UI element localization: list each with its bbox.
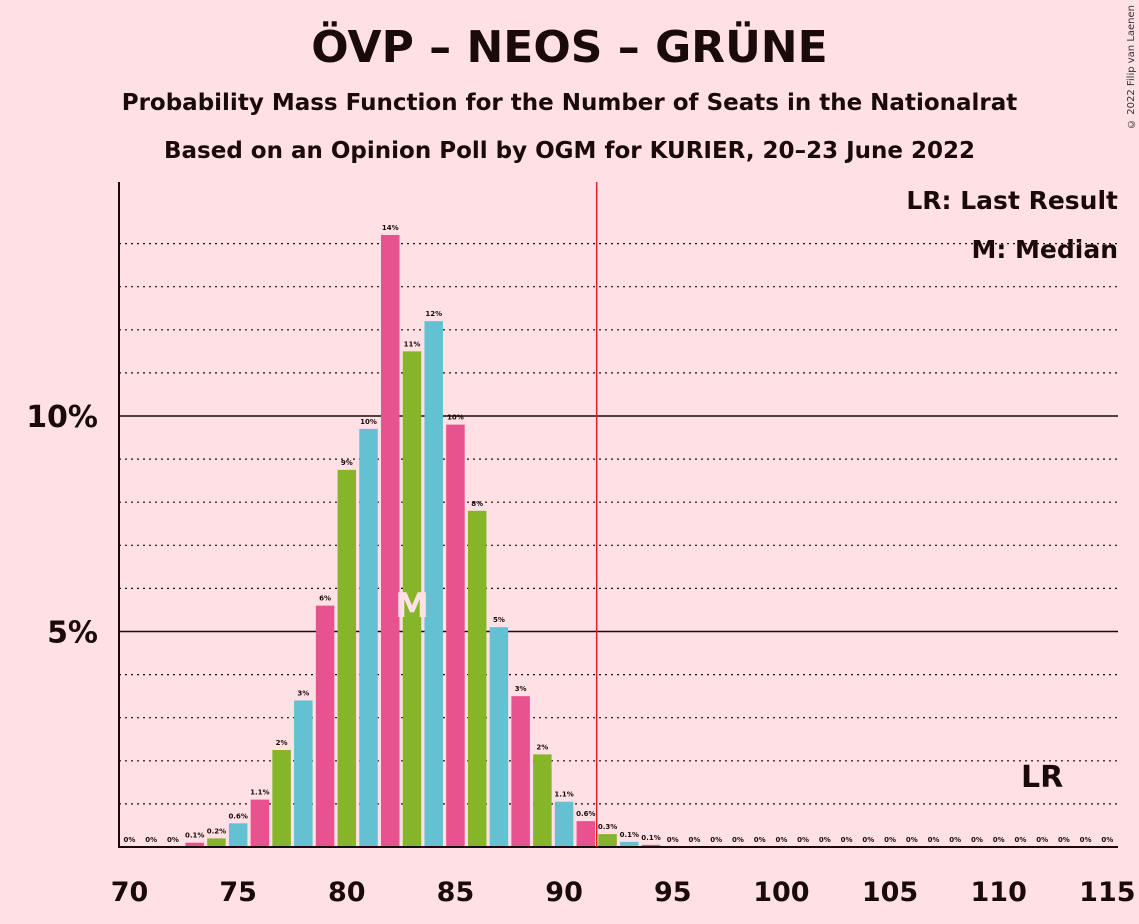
bar-label-93: 0.1% [620,831,639,839]
x-tick-label: 75 [219,877,257,908]
bar-label-95: 0% [667,836,679,844]
x-tick-label: 90 [545,877,583,908]
bar-74 [207,838,226,847]
bar-label-75: 0.6% [228,812,247,820]
bar-label-100: 0% [775,836,787,844]
median-marker: M [395,586,429,626]
gridlines [119,243,1118,805]
bar-label-113: 0% [1058,836,1070,844]
bar-label-79: 6% [319,595,331,603]
bar-label-70: 0% [124,836,136,844]
bar-label-92: 0.3% [598,823,617,831]
y-tick-label: 10% [26,400,98,435]
x-tick-label: 80 [328,877,366,908]
bar-91 [576,821,596,847]
bar-88 [511,696,530,847]
bar-label-115: 0% [1101,836,1113,844]
bar-89 [533,754,552,847]
bar-label-106: 0% [906,836,918,844]
bar-90 [554,801,574,847]
bar-label-101: 0% [797,836,809,844]
bar-label-111: 0% [1014,836,1026,844]
bar-75 [228,823,248,847]
bar-84 [424,321,443,847]
bar-86 [467,510,487,847]
bar-82 [381,234,400,848]
bar-label-86: 8% [471,500,483,508]
bar-92 [598,834,617,847]
x-tick-label: 70 [111,877,149,908]
bar-labels: 0% 0% 0%0.1%0.2%0.6%1.1%2%3%6%9%10%14%11%1… [124,224,1114,844]
bar-79 [315,605,335,847]
bar-label-104: 0% [862,836,874,844]
bar-80 [337,469,357,847]
bar-label-78: 3% [297,689,309,697]
chart-source: Based on an Opinion Poll by OGM for KURI… [163,138,976,164]
bar-label-71: 0% [145,836,157,844]
bar-label-77: 2% [276,739,288,747]
bar-label-94: 0.1% [641,834,660,842]
bar-label-107: 0% [928,836,940,844]
axes [118,182,1118,848]
bar-label-109: 0% [971,836,983,844]
bar-label-96: 0% [689,836,701,844]
bar-label-110: 0% [993,836,1005,844]
bars [185,234,661,848]
bar-label-80: 9% [341,459,353,467]
bar-78 [294,700,313,847]
bar-label-97: 0% [710,836,722,844]
x-tick-label: 115 [1079,877,1135,908]
bar-label-89: 2% [536,743,548,751]
bar-label-105: 0% [884,836,896,844]
bar-label-83: 11% [404,340,421,348]
bar-81 [359,428,378,847]
bar-93 [620,841,639,847]
bar-label-88: 3% [515,685,527,693]
bar-94 [641,844,661,847]
chart-subtitle: Probability Mass Function for the Number… [121,90,1018,116]
bar-label-73: 0.1% [185,832,204,840]
x-tick-label: 95 [654,877,692,908]
bar-label-82: 14% [382,224,399,232]
bar-label-102: 0% [819,836,831,844]
x-tick-label: 105 [862,877,918,908]
legend-last-result: LR: Last Result [906,186,1118,215]
bar-85 [446,424,465,847]
last-result-marker: LR [1021,760,1063,795]
y-tick-label: 5% [47,616,98,651]
bar-73 [185,842,204,847]
bar-label-103: 0% [841,836,853,844]
bar-label-114: 0% [1080,836,1092,844]
bar-label-90: 1.1% [554,791,573,799]
bar-label-81: 10% [360,418,377,426]
chart-title: ÖVP – NEOS – GRÜNE [311,22,828,73]
x-tick-label: 85 [437,877,475,908]
bar-label-72: 0% [167,836,179,844]
x-tick-label: 100 [753,877,809,908]
bar-label-108: 0% [949,836,961,844]
bar-76 [250,799,270,847]
bar-label-99: 0% [754,836,766,844]
bar-label-91: 0.6% [576,810,595,818]
bar-77 [272,750,291,847]
x-tick-label: 110 [971,877,1027,908]
bar-label-74: 0.2% [207,827,226,835]
bar-label-76: 1.1% [250,789,269,797]
bar-label-87: 5% [493,616,505,624]
bar-label-112: 0% [1036,836,1048,844]
bar-87 [489,627,509,847]
legend-median: M: Median [971,235,1118,264]
overlay: M LR LR: Last Result M: Median [395,182,1118,847]
bar-83 [402,351,422,847]
tick-labels: 70 75 80 85 90 95 100 105 110 115 5% 10% [26,400,1135,908]
bar-label-85: 10% [447,414,464,422]
bar-label-98: 0% [732,836,744,844]
bar-label-84: 12% [425,310,442,318]
